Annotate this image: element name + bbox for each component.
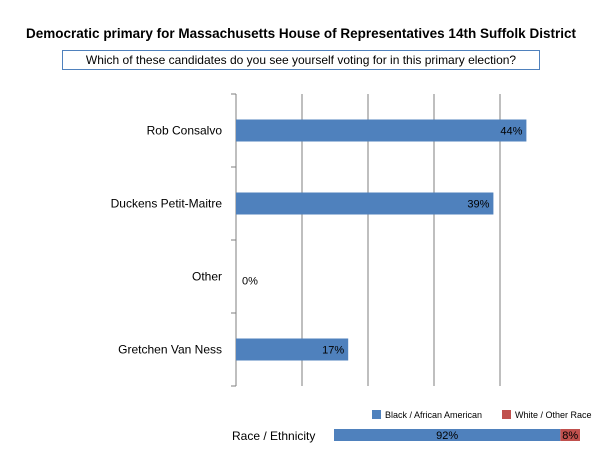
bar: [236, 119, 527, 142]
bar: [236, 338, 349, 361]
category-label: Rob Consalvo: [147, 124, 223, 138]
chart-title: Democratic primary for Massachusetts Hou…: [26, 26, 576, 41]
category-label: Duckens Petit-Maitre: [111, 197, 223, 211]
data-label: 39%: [467, 199, 489, 211]
stacked-segment-label: 8%: [562, 430, 578, 442]
data-label: 44%: [500, 126, 522, 138]
chart-subtitle: Which of these candidates do you see you…: [62, 50, 540, 70]
legend-label: Black / African American: [385, 410, 482, 420]
stacked-segment: [334, 429, 561, 441]
bar: [236, 192, 494, 215]
legend-swatch: [372, 410, 381, 419]
data-label: 0%: [242, 276, 258, 288]
legend-swatch: [502, 410, 511, 419]
category-label: Gretchen Van Ness: [118, 343, 222, 357]
data-label: 17%: [322, 345, 344, 357]
stacked-segment: [560, 429, 580, 441]
stacked-segment-label: 92%: [436, 430, 458, 442]
stacked-bar-label: Race / Ethnicity: [232, 429, 315, 443]
category-label: Other: [192, 270, 222, 284]
legend-label: White / Other Race: [515, 410, 592, 420]
